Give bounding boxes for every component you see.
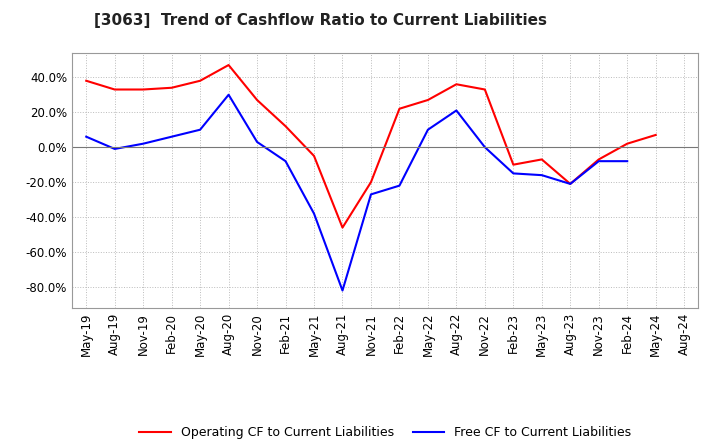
Operating CF to Current Liabilities	[110, 87, 119, 92]
Operating CF to Current Liabilities	[537, 157, 546, 162]
Operating CF to Current Liabilities	[282, 124, 290, 129]
Operating CF to Current Liabilities	[338, 225, 347, 230]
Operating CF to Current Liabilities	[139, 87, 148, 92]
Operating CF to Current Liabilities	[623, 141, 631, 147]
Free CF to Current Liabilities	[366, 192, 375, 197]
Free CF to Current Liabilities	[595, 158, 603, 164]
Operating CF to Current Liabilities	[480, 87, 489, 92]
Operating CF to Current Liabilities	[253, 97, 261, 103]
Operating CF to Current Liabilities	[82, 78, 91, 84]
Free CF to Current Liabilities	[338, 288, 347, 293]
Operating CF to Current Liabilities	[310, 153, 318, 158]
Free CF to Current Liabilities	[509, 171, 518, 176]
Free CF to Current Liabilities	[395, 183, 404, 188]
Operating CF to Current Liabilities	[423, 97, 432, 103]
Free CF to Current Liabilities	[537, 172, 546, 178]
Free CF to Current Liabilities	[110, 146, 119, 151]
Operating CF to Current Liabilities	[652, 132, 660, 138]
Operating CF to Current Liabilities	[509, 162, 518, 167]
Operating CF to Current Liabilities	[225, 62, 233, 68]
Free CF to Current Liabilities	[282, 158, 290, 164]
Operating CF to Current Liabilities	[366, 180, 375, 185]
Free CF to Current Liabilities	[139, 141, 148, 147]
Free CF to Current Liabilities	[253, 139, 261, 145]
Operating CF to Current Liabilities	[196, 78, 204, 84]
Free CF to Current Liabilities	[566, 181, 575, 187]
Text: [3063]  Trend of Cashflow Ratio to Current Liabilities: [3063] Trend of Cashflow Ratio to Curren…	[94, 13, 546, 28]
Operating CF to Current Liabilities	[595, 157, 603, 162]
Free CF to Current Liabilities	[423, 127, 432, 132]
Free CF to Current Liabilities	[480, 145, 489, 150]
Free CF to Current Liabilities	[196, 127, 204, 132]
Operating CF to Current Liabilities	[452, 82, 461, 87]
Legend: Operating CF to Current Liabilities, Free CF to Current Liabilities: Operating CF to Current Liabilities, Fre…	[135, 422, 636, 440]
Line: Operating CF to Current Liabilities: Operating CF to Current Liabilities	[86, 65, 656, 227]
Operating CF to Current Liabilities	[566, 181, 575, 187]
Operating CF to Current Liabilities	[167, 85, 176, 90]
Line: Free CF to Current Liabilities: Free CF to Current Liabilities	[86, 95, 627, 290]
Free CF to Current Liabilities	[623, 158, 631, 164]
Free CF to Current Liabilities	[167, 134, 176, 139]
Operating CF to Current Liabilities	[395, 106, 404, 111]
Free CF to Current Liabilities	[310, 211, 318, 216]
Free CF to Current Liabilities	[225, 92, 233, 97]
Free CF to Current Liabilities	[452, 108, 461, 113]
Free CF to Current Liabilities	[82, 134, 91, 139]
